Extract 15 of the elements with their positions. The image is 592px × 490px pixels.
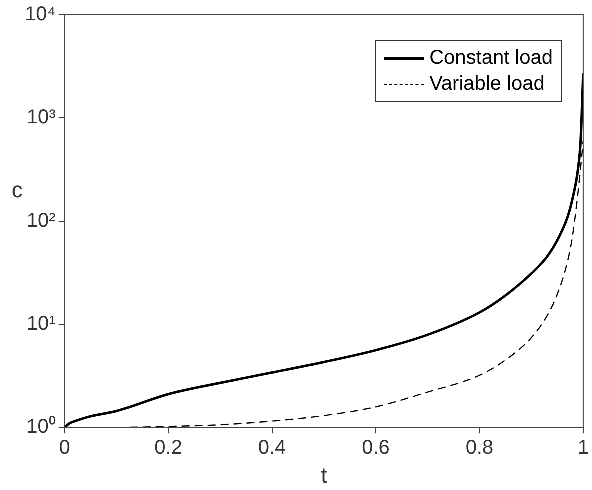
y-tick-label: 10⁴: [24, 4, 56, 26]
y-axis-title: c: [12, 177, 23, 202]
x-tick-label: 1: [578, 437, 589, 460]
legend-label: Constant load: [430, 46, 553, 70]
y-tick-label: 10²: [26, 210, 56, 232]
x-tick-label: 0.2: [154, 437, 182, 460]
legend-label: Variable load: [430, 72, 545, 96]
x-tick-label: 0.6: [362, 437, 390, 460]
y-tick-label: 10³: [26, 106, 56, 129]
y-tick-label: 10⁰: [26, 415, 56, 438]
y-tick-label: 10¹: [26, 312, 56, 335]
x-axis-title: t: [321, 462, 328, 488]
x-tick-label: 0.4: [258, 437, 286, 460]
x-tick-label: 0: [59, 437, 70, 460]
x-tick-label: 0.8: [466, 437, 494, 460]
